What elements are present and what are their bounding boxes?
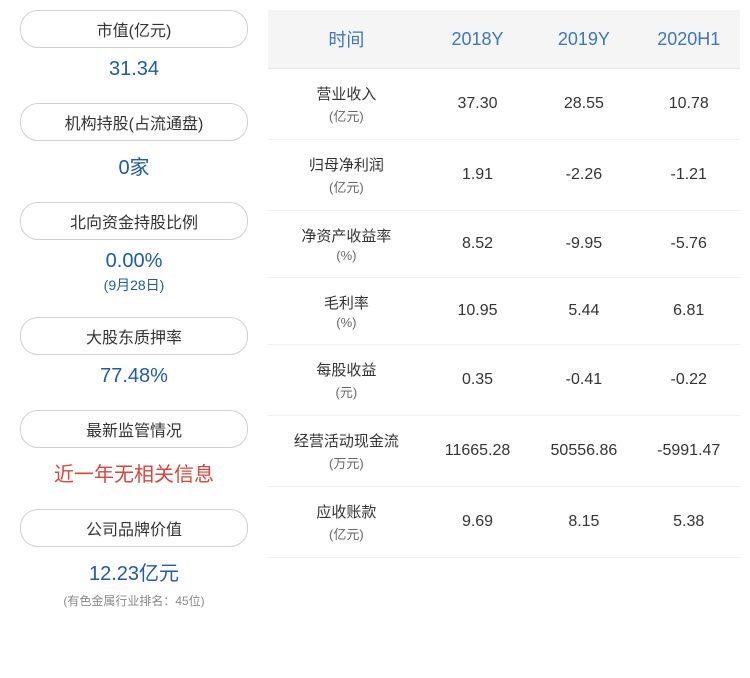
- table-row: 毛利率 (%) 10.955.446.81: [268, 278, 740, 345]
- data-cell: -1.21: [637, 140, 740, 211]
- data-cell: 10.95: [425, 278, 531, 345]
- data-cell: 10.78: [637, 69, 740, 140]
- metric-value: 77.48%: [20, 365, 248, 388]
- data-cell: 9.69: [425, 487, 531, 558]
- row-unit: (万元): [276, 453, 417, 472]
- row-unit: (亿元): [276, 177, 417, 196]
- metric-value: 0.00%: [20, 250, 248, 273]
- row-label-cell: 每股收益 (元): [268, 345, 425, 416]
- row-label-cell: 应收账款 (亿元): [268, 487, 425, 558]
- row-label: 每股收益: [276, 359, 417, 380]
- data-cell: 8.52: [425, 211, 531, 278]
- data-cell: 28.55: [530, 69, 637, 140]
- metric-card: 公司品牌价值 12.23亿元 (有色金属行业排名：45位): [20, 509, 248, 609]
- table-header-cell: 2020H1: [637, 10, 740, 69]
- data-cell: -5991.47: [637, 416, 740, 487]
- metric-card: 最新监管情况近一年无相关信息: [20, 410, 248, 501]
- row-unit: (%): [276, 315, 417, 330]
- data-cell: 5.38: [637, 487, 740, 558]
- financial-data-table: 时间2018Y2019Y2020H1 营业收入(亿元)37.3028.5510.…: [268, 10, 740, 558]
- data-cell: -0.41: [530, 345, 637, 416]
- row-label-cell: 毛利率 (%): [268, 278, 425, 345]
- row-unit: (元): [276, 382, 417, 401]
- data-cell: 5.44: [530, 278, 637, 345]
- row-label: 毛利率: [276, 292, 417, 313]
- row-unit: (亿元): [276, 106, 417, 125]
- metric-label: 机构持股(占流通盘): [20, 103, 248, 141]
- data-cell: 6.81: [637, 278, 740, 345]
- table-body: 营业收入 (亿元) 37.3028.5510.78 归母净利润 (亿元) 1.91-2.2…: [268, 69, 740, 558]
- table-header-cell: 时间: [268, 10, 425, 69]
- metric-card: 市值(亿元) 31.34: [20, 10, 248, 95]
- metric-value: 近一年无相关信息: [20, 458, 248, 487]
- row-label: 应收账款: [276, 501, 417, 522]
- data-cell: -5.76: [637, 211, 740, 278]
- row-label-cell: 经营活动现金流 (万元): [268, 416, 425, 487]
- left-metrics-panel: 市值(亿元) 31.34 机构持股(占流通盘) 0家北向资金持股比例 0.00%(9月2…: [0, 10, 268, 668]
- metric-label: 最新监管情况: [20, 410, 248, 448]
- row-label-cell: 营业收入 (亿元): [268, 69, 425, 140]
- table-header-row: 时间2018Y2019Y2020H1: [268, 10, 740, 69]
- metric-label: 大股东质押率: [20, 317, 248, 355]
- metric-subtext: (9月28日): [20, 275, 248, 295]
- row-unit: (%): [276, 248, 417, 263]
- metric-label: 北向资金持股比例: [20, 202, 248, 240]
- metric-label: 市值(亿元): [20, 10, 248, 48]
- row-label-cell: 净资产收益率 (%): [268, 211, 425, 278]
- table-row: 经营活动现金流 (万元) 11665.2850556.86-5991.47: [268, 416, 740, 487]
- data-cell: -2.26: [530, 140, 637, 211]
- metric-value: 31.34: [20, 58, 248, 81]
- data-cell: -9.95: [530, 211, 637, 278]
- metric-note: (有色金属行业排名：45位): [20, 592, 248, 609]
- right-table-panel: 时间2018Y2019Y2020H1 营业收入(亿元)37.3028.5510.…: [268, 10, 750, 668]
- table-header: 时间2018Y2019Y2020H1: [268, 10, 740, 69]
- table-header-cell: 2019Y: [530, 10, 637, 69]
- table-row: 净资产收益率 (%) 8.52-9.95-5.76: [268, 211, 740, 278]
- row-unit: (亿元): [276, 524, 417, 543]
- metric-label: 公司品牌价值: [20, 509, 248, 547]
- metric-card: 机构持股(占流通盘) 0家: [20, 103, 248, 194]
- data-cell: -0.22: [637, 345, 740, 416]
- row-label: 经营活动现金流: [276, 430, 417, 451]
- table-row: 每股收益 (元) 0.35-0.41-0.22: [268, 345, 740, 416]
- table-row: 应收账款 (亿元) 9.698.155.38: [268, 487, 740, 558]
- metric-card: 大股东质押率 77.48%: [20, 317, 248, 402]
- table-row: 归母净利润 (亿元) 1.91-2.26-1.21: [268, 140, 740, 211]
- metric-card: 北向资金持股比例 0.00%(9月28日): [20, 202, 248, 309]
- row-label: 营业收入: [276, 83, 417, 104]
- table-header-cell: 2018Y: [425, 10, 531, 69]
- data-cell: 8.15: [530, 487, 637, 558]
- table-row: 营业收入 (亿元) 37.3028.5510.78: [268, 69, 740, 140]
- data-cell: 50556.86: [530, 416, 637, 487]
- metric-value: 0家: [20, 151, 248, 180]
- row-label-cell: 归母净利润 (亿元): [268, 140, 425, 211]
- data-cell: 11665.28: [425, 416, 531, 487]
- row-label: 净资产收益率: [276, 225, 417, 246]
- data-cell: 0.35: [425, 345, 531, 416]
- metric-value: 12.23亿元: [20, 557, 248, 586]
- data-cell: 1.91: [425, 140, 531, 211]
- data-cell: 37.30: [425, 69, 531, 140]
- row-label: 归母净利润: [276, 154, 417, 175]
